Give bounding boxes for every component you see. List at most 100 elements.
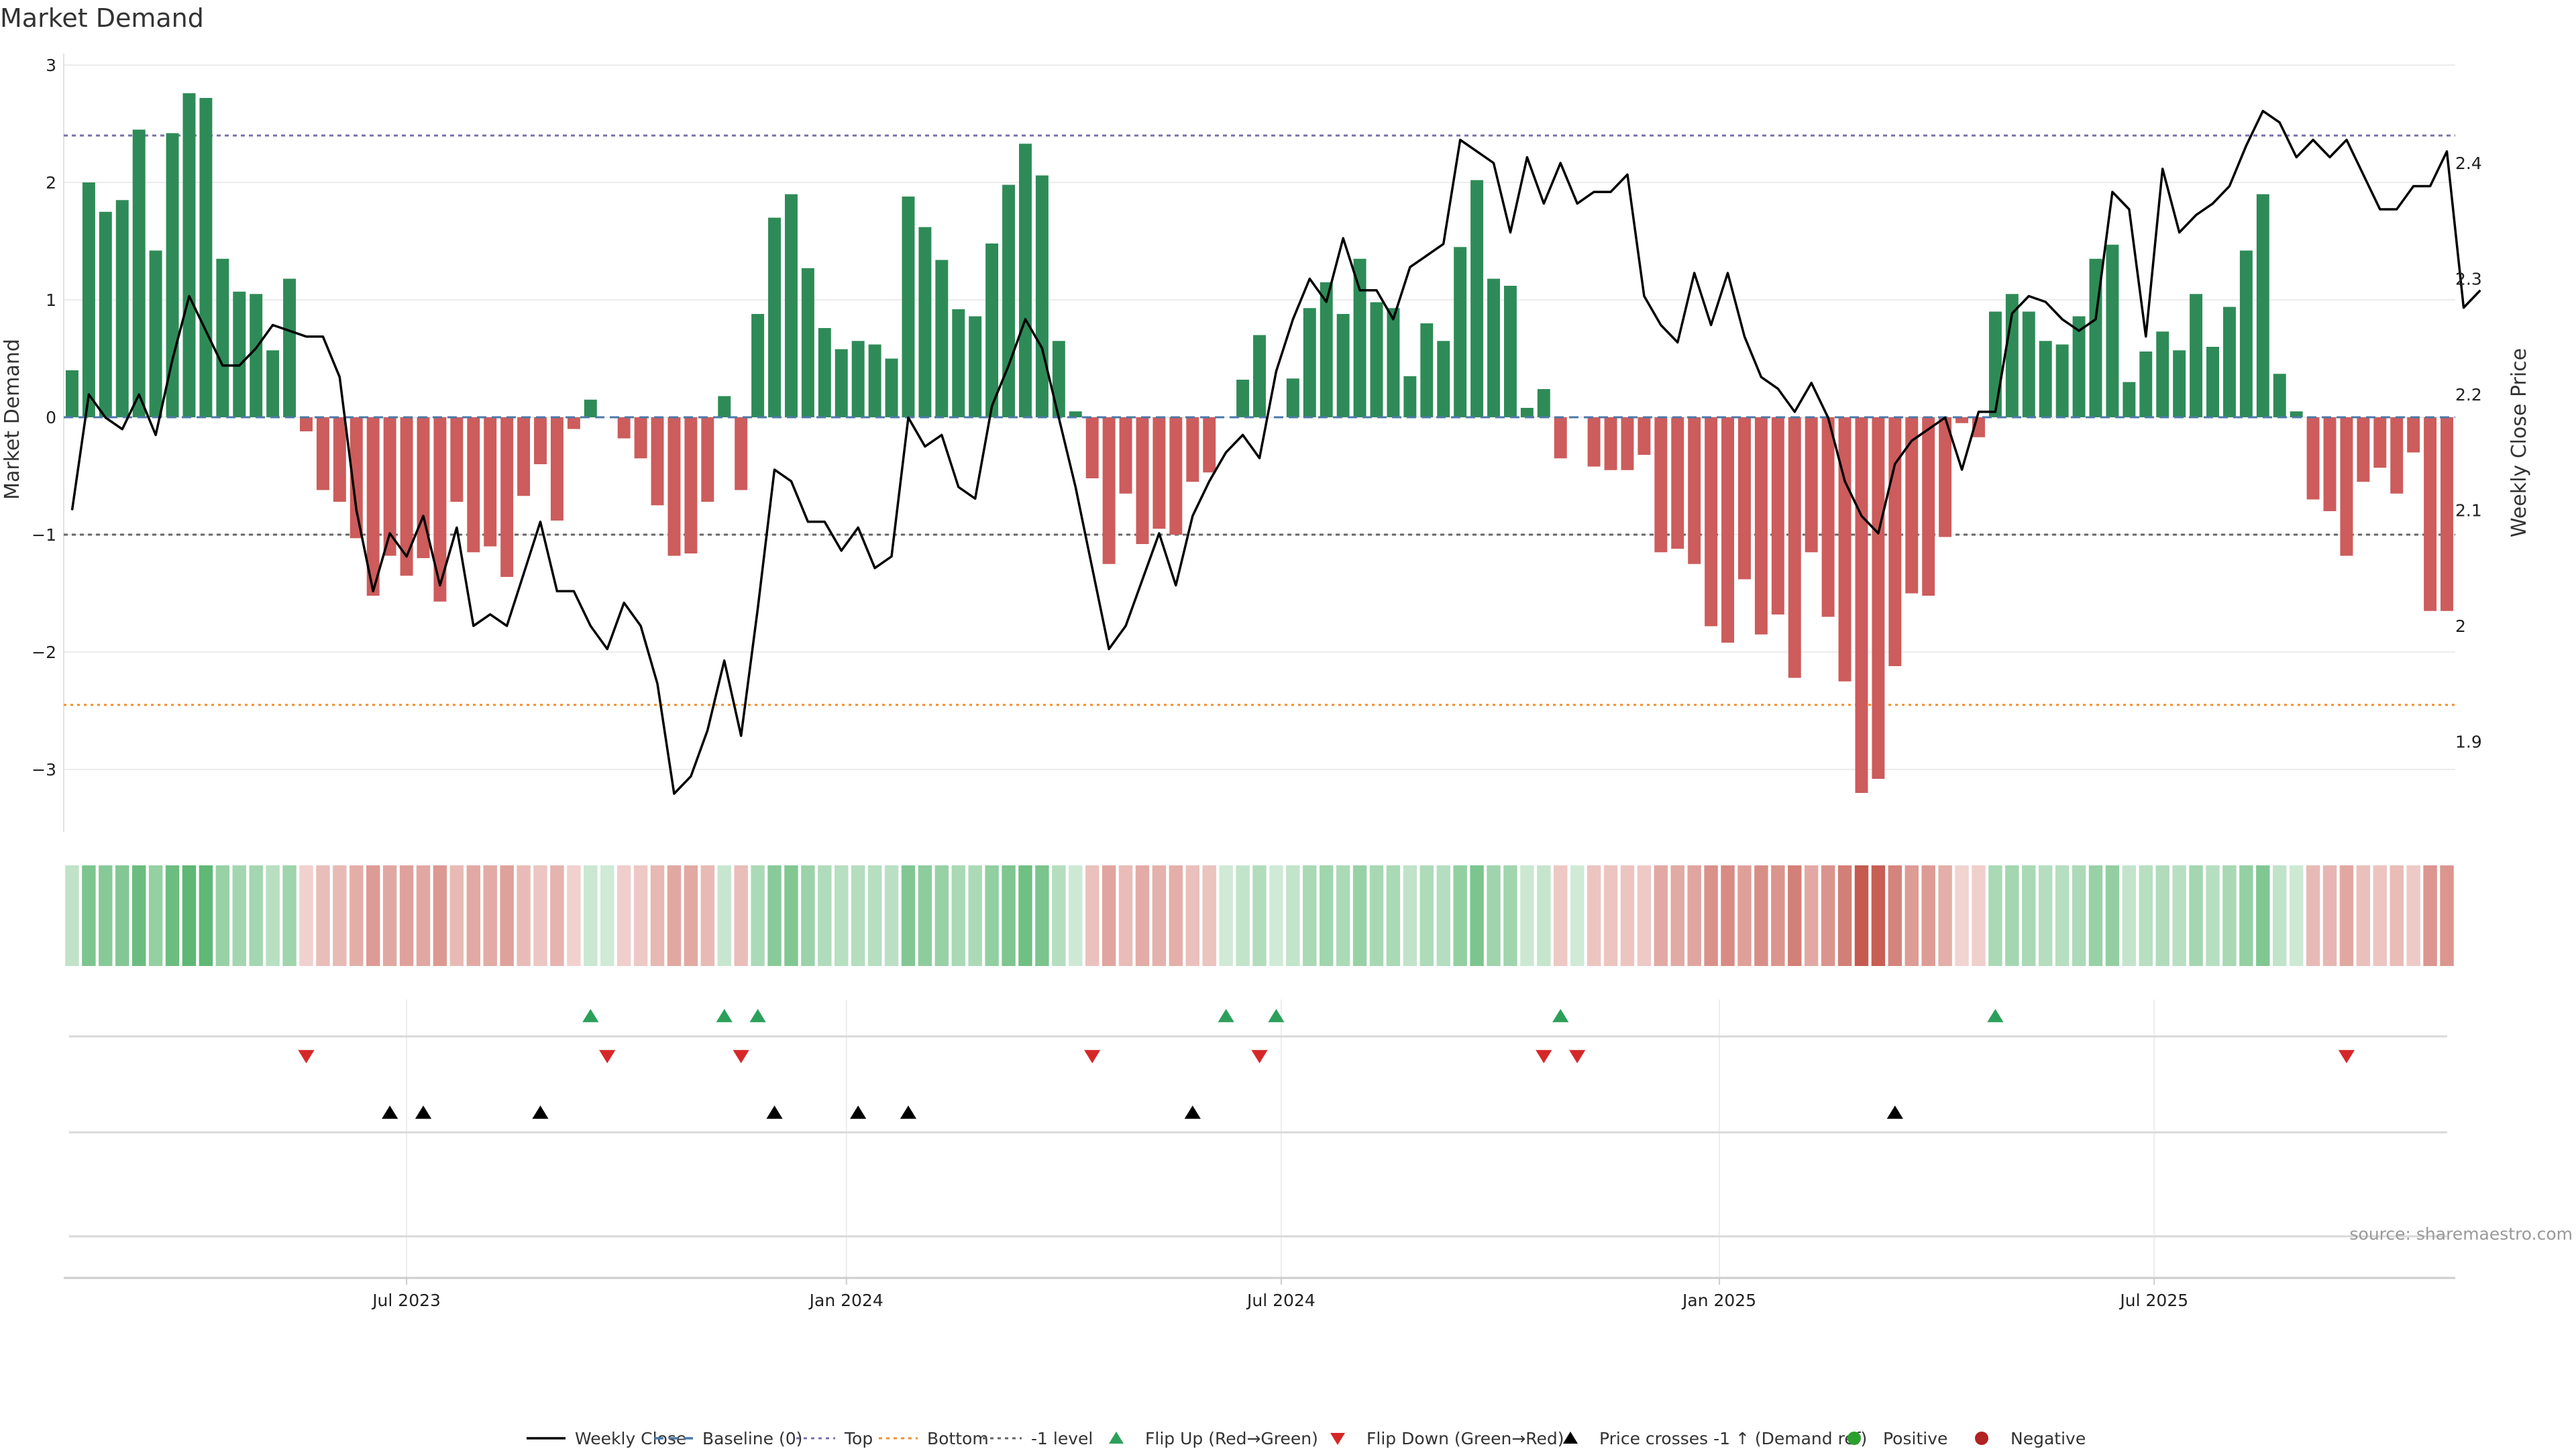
heat-cell xyxy=(333,865,347,966)
demand-bar xyxy=(1169,417,1183,535)
demand-bar xyxy=(1638,417,1651,455)
y2-tick-label: 2.4 xyxy=(2455,154,2482,173)
legend-item: Negative xyxy=(1975,1429,2086,1448)
demand-bar xyxy=(701,417,714,502)
demand-bar xyxy=(1705,417,1718,627)
heat-cell xyxy=(1570,865,1585,966)
y-tick-label: 0 xyxy=(46,408,56,427)
demand-bar xyxy=(617,417,631,439)
x-tick-label: Jul 2024 xyxy=(1246,1291,1316,1310)
demand-bar xyxy=(818,328,831,417)
price-cross-marker xyxy=(850,1106,867,1119)
heat-cell xyxy=(2189,865,2203,966)
heat-cell xyxy=(1202,865,1216,966)
heat-cell xyxy=(2222,865,2237,966)
y-tick-label: 3 xyxy=(46,56,56,75)
legend-item: -1 level xyxy=(983,1429,1093,1448)
heat-cell xyxy=(918,865,932,966)
demand-bar xyxy=(1922,417,1935,596)
demand-bar xyxy=(2222,307,2236,417)
heat-cell xyxy=(1352,865,1367,966)
demand-bar xyxy=(2306,417,2320,500)
source-note: source: sharemaestro.com xyxy=(2350,1224,2573,1244)
demand-bar xyxy=(918,227,932,417)
demand-bar xyxy=(735,417,748,490)
heat-cell xyxy=(1085,865,1099,966)
heat-cell xyxy=(2172,865,2186,966)
demand-bar xyxy=(2373,417,2387,468)
heat-cell xyxy=(2356,865,2371,966)
legend-triangle-down-icon xyxy=(1330,1433,1345,1445)
demand-bar xyxy=(1069,411,1082,417)
heat-cell xyxy=(717,865,731,966)
demand-bar xyxy=(1437,341,1450,417)
heat-cell xyxy=(2373,865,2387,966)
flip-up-marker xyxy=(749,1009,766,1022)
demand-bar xyxy=(2440,417,2454,611)
demand-heat-strip xyxy=(65,865,2454,966)
y-axis-ticks: 3 2 1 0 −1 −2 −3 xyxy=(32,56,56,780)
flip-down-marker xyxy=(2338,1050,2355,1063)
heat-cell xyxy=(1904,865,1919,966)
legend: Weekly Close Baseline (0) Top Bottom -1 leve… xyxy=(527,1429,2086,1448)
demand-bar xyxy=(1119,417,1132,494)
heat-cell xyxy=(567,865,581,966)
legend-label: Bottom xyxy=(927,1429,989,1448)
heat-cell xyxy=(299,865,313,966)
demand-bar xyxy=(266,350,280,417)
heat-cell xyxy=(232,865,246,966)
demand-bar xyxy=(1387,308,1400,417)
demand-bar xyxy=(1872,417,1885,779)
price-line xyxy=(70,109,2481,795)
y-tick-label: −1 xyxy=(32,525,56,545)
heat-cell xyxy=(1470,865,1484,966)
heat-cell xyxy=(1035,865,1049,966)
heat-cell xyxy=(1252,865,1267,966)
demand-bar xyxy=(65,370,78,417)
heat-cell xyxy=(1771,865,1785,966)
heat-cell xyxy=(1520,865,1534,966)
heat-cell xyxy=(1453,865,1467,966)
demand-bar xyxy=(1520,408,1534,417)
demand-bar xyxy=(115,200,129,417)
demand-bar xyxy=(283,278,297,417)
demand-bar xyxy=(484,417,497,547)
demand-bar xyxy=(1454,247,1467,417)
heat-cell xyxy=(616,865,631,966)
demand-bar xyxy=(584,399,597,417)
heat-cell xyxy=(700,865,715,966)
demand-bar xyxy=(2256,194,2269,417)
heat-cell xyxy=(2256,865,2270,966)
heat-cell xyxy=(2322,865,2337,966)
demand-bar xyxy=(2206,347,2219,417)
heat-cell xyxy=(1821,865,1835,966)
demand-bar xyxy=(2039,341,2052,417)
heat-cell xyxy=(466,865,481,966)
heat-cell xyxy=(2390,865,2404,966)
heat-cell xyxy=(500,865,514,966)
heat-cell xyxy=(835,865,849,966)
flip-up-marker xyxy=(1552,1009,1569,1022)
flip-down-marker xyxy=(733,1050,749,1063)
heat-cell xyxy=(884,865,899,966)
demand-bar xyxy=(1487,278,1500,417)
legend-label: Baseline (0) xyxy=(702,1429,802,1448)
heat-cell xyxy=(2273,865,2287,966)
demand-bar xyxy=(250,294,263,417)
heat-cell xyxy=(1788,865,1802,966)
demand-bar xyxy=(1905,417,1919,594)
demand-bar xyxy=(2340,417,2353,556)
demand-bar xyxy=(199,98,213,417)
heat-cell xyxy=(399,865,414,966)
heat-cell xyxy=(633,865,648,966)
demand-bar xyxy=(1002,184,1016,417)
legend-item: Top xyxy=(796,1429,873,1448)
demand-bar xyxy=(1754,417,1768,635)
flip-up-marker xyxy=(1987,1009,2004,1022)
demand-bars xyxy=(65,93,2454,793)
legend-label: Weekly Close xyxy=(575,1429,686,1448)
demand-bar xyxy=(132,129,146,417)
demand-bar xyxy=(1236,380,1250,417)
legend-item: Weekly Close xyxy=(527,1429,686,1448)
heat-cell xyxy=(867,865,882,966)
